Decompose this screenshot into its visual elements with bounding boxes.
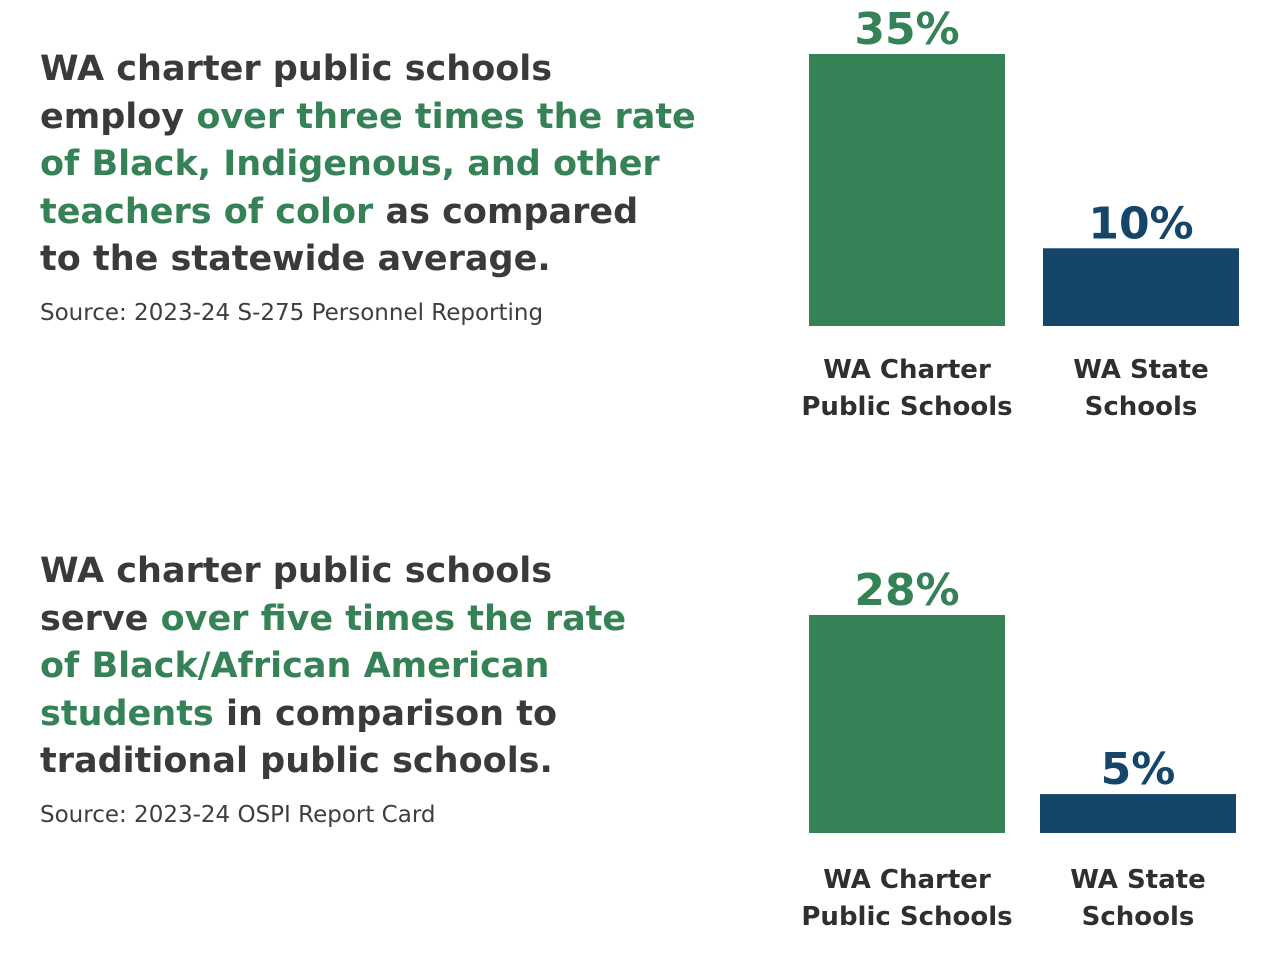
- bar-chart-students: 28% WA Charter Public Schools 5% WA State Sch…: [801, 565, 1236, 932]
- bar-wa-state-schools: [1040, 794, 1236, 833]
- bar-chart-teachers: 35% WA Charter Public Schools 10% WA State Sc…: [801, 4, 1239, 422]
- value-label-wa-state-schools: 10%: [1088, 198, 1193, 249]
- statement-line-1: WA charter public schools: [40, 49, 553, 89]
- statement-line-2-plain: employ: [40, 96, 197, 137]
- source-note: Source: 2023-24 S-275 Personnel Reportin…: [40, 300, 544, 326]
- statement-line-2-highlight: over three times the rate: [196, 96, 696, 137]
- statement-line-4-highlight: students: [40, 693, 214, 734]
- category-label-wa-state-schools-line-1: WA State: [1070, 865, 1205, 895]
- statement-line-4-plain: in comparison to: [213, 693, 557, 734]
- statement-line-3-highlight: of Black, Indigenous, and other: [40, 144, 660, 184]
- category-label-wa-charter-public-schools-line-1: WA Charter: [823, 865, 991, 895]
- stat-panel-students: WA charter public schools serve over fiv…: [0, 500, 1280, 971]
- source-note: Source: 2023-24 OSPI Report Card: [40, 802, 436, 828]
- statement-line-4-highlight: teachers of color: [40, 191, 374, 232]
- statement-text: WA charter public schools employ over th…: [40, 46, 740, 284]
- category-label-wa-state-schools-line-2: Schools: [1085, 392, 1198, 422]
- category-label-wa-state-schools-line-2: Schools: [1082, 902, 1195, 932]
- bar-wa-charter-public-schools: [809, 615, 1005, 833]
- bar-wa-charter-public-schools: [809, 54, 1005, 326]
- statement-line-3-highlight: of Black/African American: [40, 646, 550, 686]
- statement-line-5: to the statewide average.: [40, 239, 551, 279]
- category-label-wa-charter-public-schools-line-1: WA Charter: [823, 355, 991, 385]
- statement-line-2-highlight: over five times the rate: [160, 598, 627, 639]
- category-label-wa-charter-public-schools-line-2: Public Schools: [801, 392, 1012, 422]
- statement-line-1: WA charter public schools: [40, 551, 553, 591]
- statement-text: WA charter public schools serve over fiv…: [40, 548, 740, 786]
- value-label-wa-charter-public-schools: 35%: [854, 4, 959, 55]
- value-label-wa-state-schools: 5%: [1101, 744, 1176, 795]
- bar-wa-state-schools: [1043, 248, 1239, 326]
- value-label-wa-charter-public-schools: 28%: [854, 565, 959, 616]
- statement-line-4-plain: as compared: [373, 191, 639, 232]
- statement-line-5: traditional public schools.: [40, 741, 553, 781]
- stat-panel-teachers: WA charter public schools employ over th…: [0, 0, 1280, 480]
- category-label-wa-charter-public-schools-line-2: Public Schools: [801, 902, 1012, 932]
- category-label-wa-state-schools-line-1: WA State: [1073, 355, 1208, 385]
- statement-line-2-plain: serve: [40, 598, 161, 639]
